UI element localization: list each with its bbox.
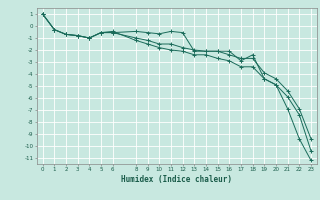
X-axis label: Humidex (Indice chaleur): Humidex (Indice chaleur) [121, 175, 232, 184]
